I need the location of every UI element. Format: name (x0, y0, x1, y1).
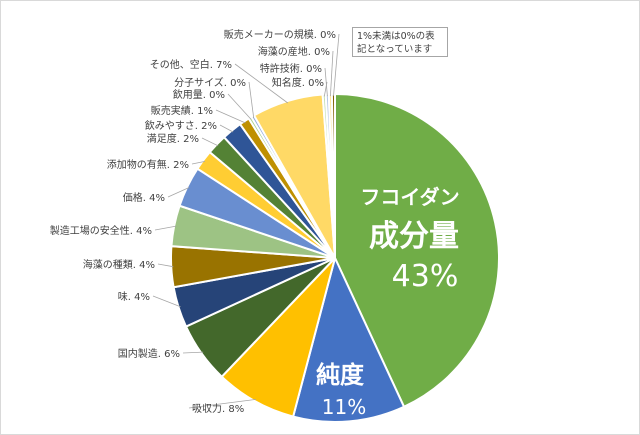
big-label-pct: 43% (392, 259, 459, 294)
leader-line-14 (248, 81, 255, 118)
pie-slice-2 (291, 255, 406, 423)
slice-label-15: その他、空白. 7% (150, 58, 232, 71)
big-label-pct-2: 11% (322, 395, 366, 419)
leader-line-5 (152, 295, 181, 308)
big-label-name: 成分量 (369, 219, 459, 254)
slice-label-11: 飲みやすさ. 2% (145, 119, 217, 132)
leader-line-19 (333, 33, 340, 97)
leader-line-11 (219, 124, 234, 133)
slice-label-7: 製造工場の安全性. 4% (50, 224, 152, 237)
leader-line-4 (182, 351, 204, 354)
slice-label-8: 価格. 4% (123, 191, 165, 204)
slice-label-14: 分子サイズ. 0% (174, 76, 246, 89)
slice-label-9: 添加物の有無. 2% (107, 158, 189, 171)
big-label-name-2: 純度 (316, 361, 365, 389)
slice-label-13: 飲用量. 0% (173, 88, 225, 101)
leader-line-7 (154, 225, 177, 231)
leader-line-17 (324, 67, 328, 97)
leader-line-3 (188, 399, 256, 409)
pie-slice-1 (334, 92, 500, 409)
leader-line-10 (201, 137, 219, 147)
slice-label-5: 味. 4% (118, 291, 150, 303)
slice-label-19: 販売メーカーの規模. 0% (224, 28, 336, 41)
leader-line-12 (215, 109, 246, 124)
footnote: 1%未満は0%の表記となっています (352, 27, 448, 57)
slice-label-16: 知名度. 0% (272, 76, 324, 89)
slice-label-6: 海藻の種類. 4% (83, 258, 155, 271)
leader-line-8 (167, 187, 190, 198)
slice-label-12: 販売実績. 1% (151, 104, 213, 117)
leader-line-9 (191, 161, 206, 165)
big-label-prefix: フコイダン (360, 185, 459, 209)
slice-label-10: 満足度. 2% (147, 132, 199, 145)
slice-label-3: 吸収力. 8% (192, 402, 244, 415)
leader-line-18 (330, 50, 334, 97)
slice-label-17: 特許技術. 0% (260, 62, 322, 75)
leader-line-6 (157, 263, 174, 268)
slice-label-18: 海藻の産地. 0% (258, 45, 330, 58)
leader-line-15 (234, 63, 289, 104)
slice-label-4: 国内製造. 6% (118, 347, 180, 360)
leader-line-13 (227, 93, 252, 120)
